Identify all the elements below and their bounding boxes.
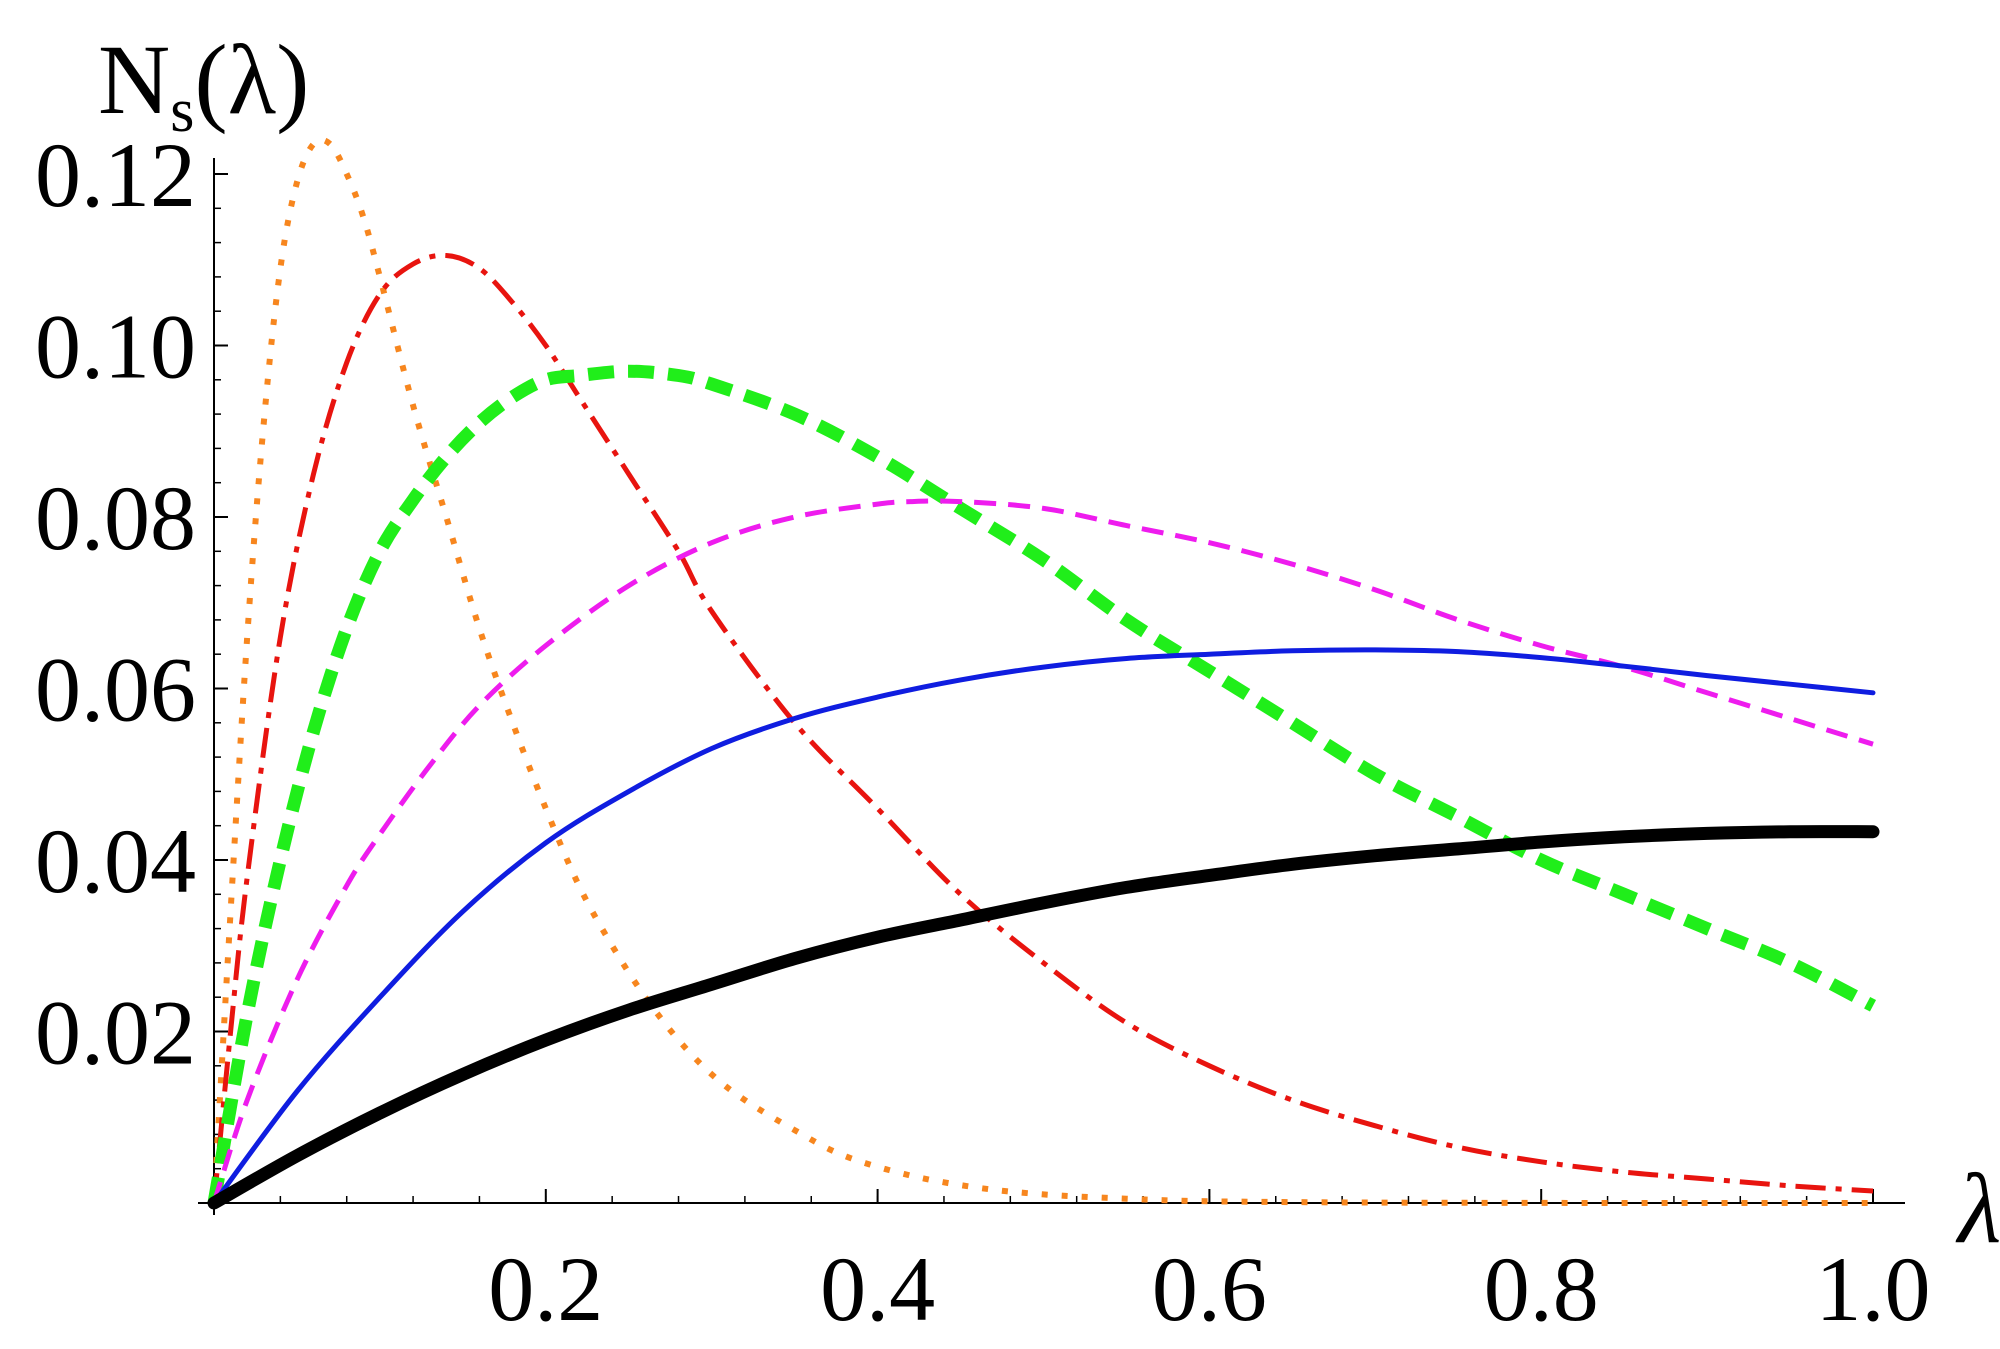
y-tick-label: 0.02 <box>35 982 196 1084</box>
x-tick-label: 0.2 <box>488 1238 603 1340</box>
x-tick-label: 0.8 <box>1484 1238 1599 1340</box>
axes <box>198 158 1905 1215</box>
y-tick-label: 0.08 <box>35 467 196 569</box>
series-line-solid <box>211 647 1876 1206</box>
y-tick-label: 0.06 <box>35 639 196 741</box>
series-line-dash-dot <box>211 252 1874 1204</box>
tick-labels: 0.2 0.4 0.6 0.8 1.0 0.02 0.04 0.06 0.08 0.10 0.12 <box>35 124 1931 1340</box>
series-line-dashed <box>211 498 1874 1204</box>
y-tick-label: 0.10 <box>35 296 196 398</box>
x-tick-label: 1.0 <box>1816 1238 1931 1340</box>
y-axis-title-main: N <box>98 24 170 135</box>
series-line-dotted <box>211 136 1873 1207</box>
series-layer <box>207 136 1880 1210</box>
y-tick-label: 0.12 <box>35 124 196 226</box>
y-axis-title-suffix: (λ) <box>194 24 309 135</box>
y-axis-title: Ns(λ) <box>98 24 309 145</box>
y-tick-label: 0.04 <box>35 810 196 912</box>
y-axis-title-subscript: s <box>170 77 194 145</box>
x-tick-label: 0.6 <box>1152 1238 1267 1340</box>
series-line-thick-solid <box>207 825 1880 1210</box>
series-line-thick-dashed <box>207 364 1877 1205</box>
x-tick-label: 0.4 <box>820 1238 935 1340</box>
x-axis-title: λ <box>1955 1153 2000 1264</box>
